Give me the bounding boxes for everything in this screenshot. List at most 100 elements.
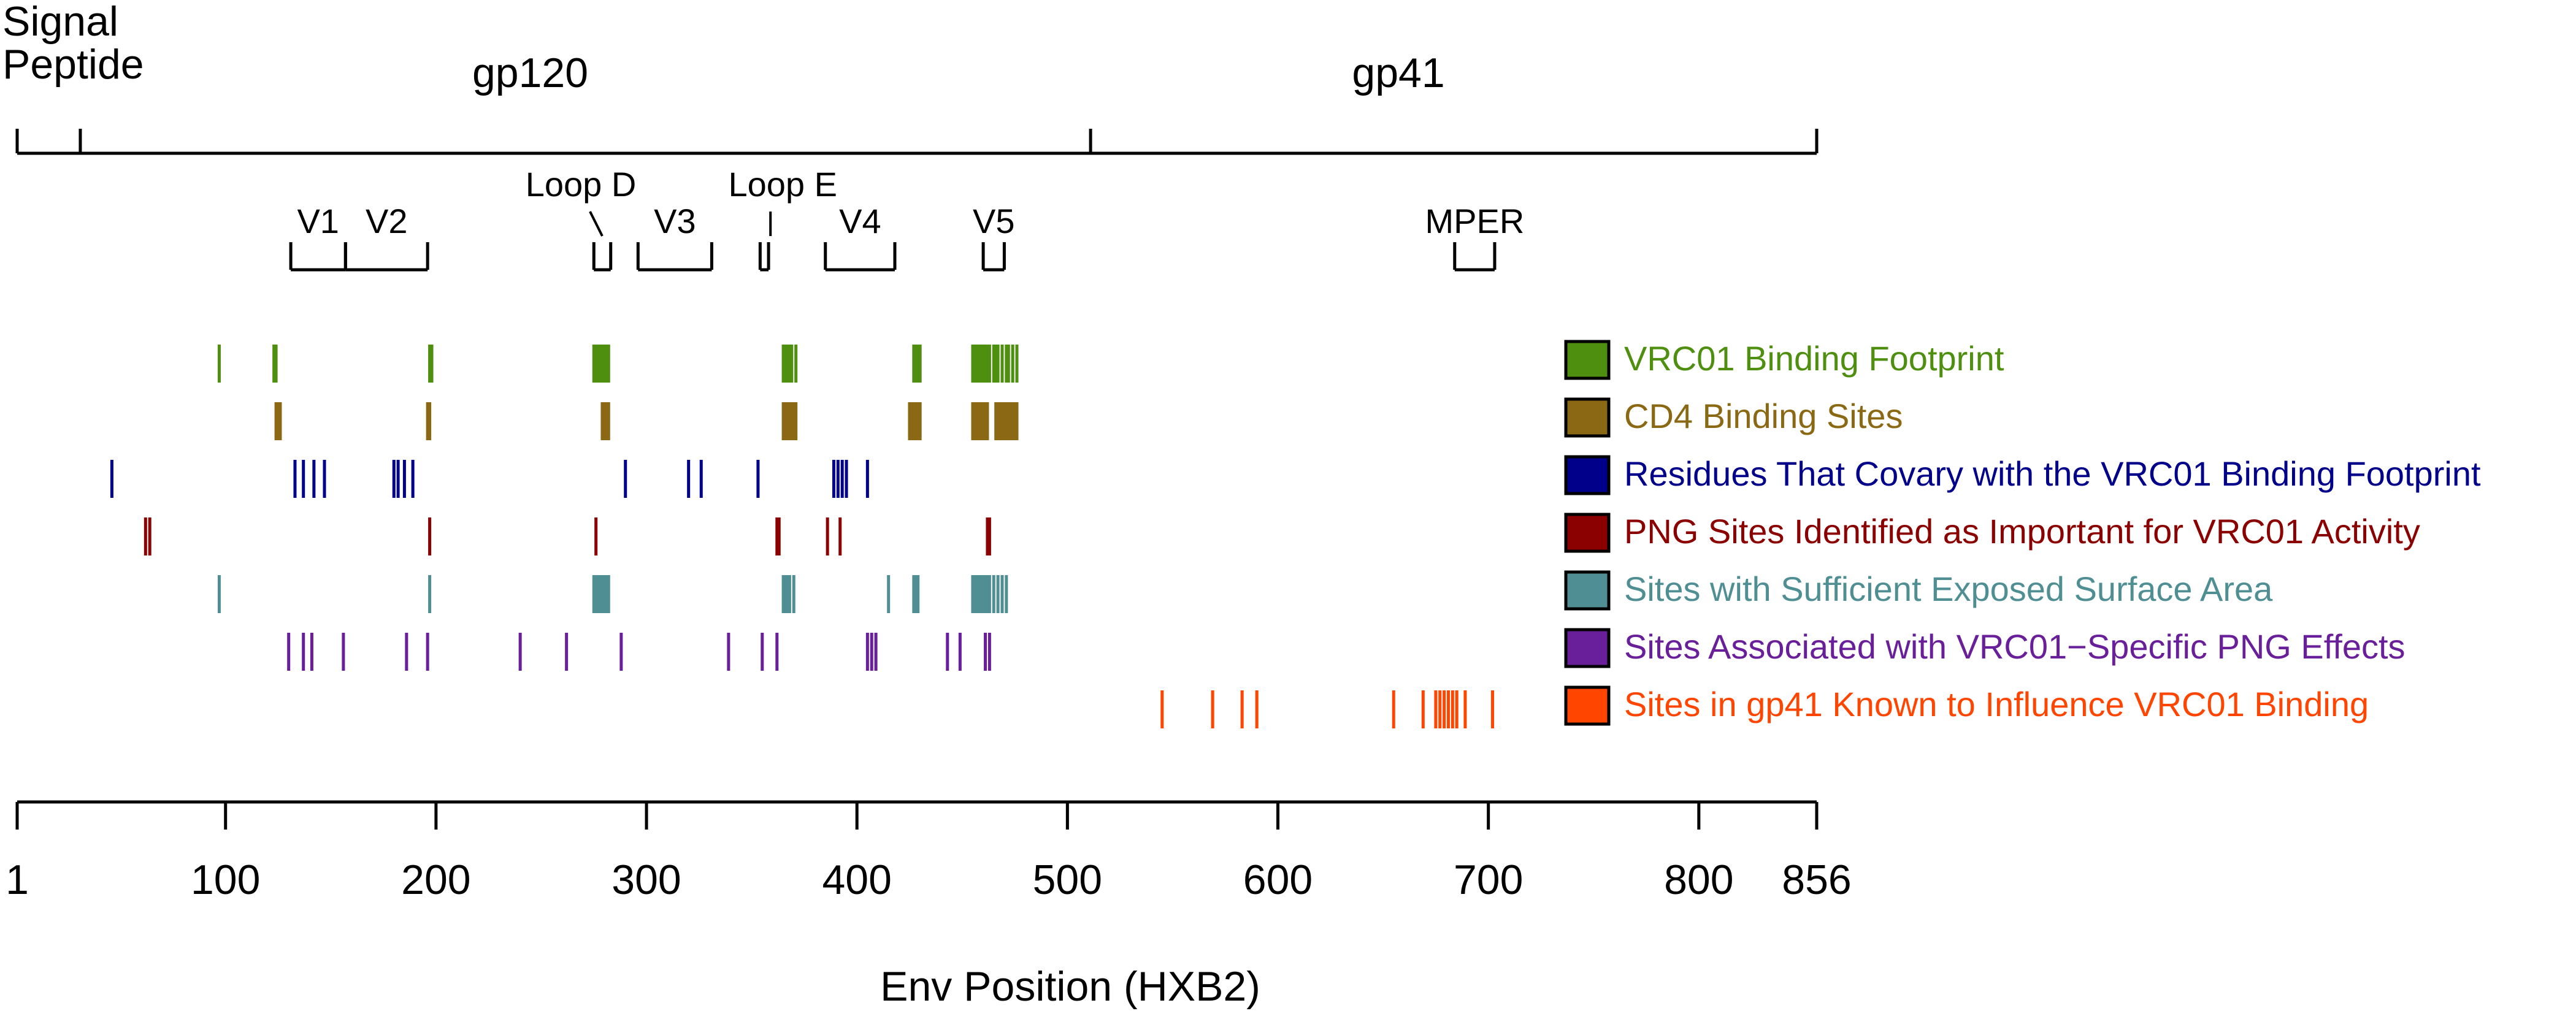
site-tick — [918, 402, 922, 440]
track-row — [144, 517, 991, 555]
track-row — [110, 460, 869, 498]
site-tick — [428, 402, 432, 440]
site-tick — [910, 402, 913, 440]
track-row — [287, 633, 991, 671]
site-tick — [1211, 690, 1214, 728]
site-tick — [293, 460, 297, 498]
site-tick — [788, 402, 791, 440]
site-tick — [607, 345, 610, 383]
site-tick — [1000, 402, 1004, 440]
site-tick — [981, 575, 985, 613]
subregion-label: MPER — [1425, 202, 1524, 240]
site-tick — [784, 575, 788, 613]
subregion-label: V2 — [366, 202, 408, 240]
site-tick — [987, 345, 991, 383]
x-tick-label: 800 — [1664, 857, 1733, 903]
site-tick — [916, 402, 920, 440]
site-tick — [870, 633, 873, 671]
region-label: gp41 — [1352, 50, 1444, 96]
site-tick — [777, 517, 781, 555]
site-tick — [996, 345, 1000, 383]
label-pointer — [589, 211, 604, 237]
site-tick — [973, 345, 976, 383]
site-tick — [1240, 690, 1244, 728]
site-tick — [790, 345, 794, 383]
site-tracks — [110, 345, 1495, 728]
site-tick — [1005, 402, 1008, 440]
site-tick — [775, 517, 779, 555]
legend-swatch — [1564, 397, 1611, 438]
site-tick — [996, 402, 1000, 440]
subregion-bracket: V3 — [636, 202, 713, 272]
site-tick — [402, 460, 406, 498]
x-tick-label: 500 — [1033, 857, 1102, 903]
site-tick — [310, 633, 313, 671]
site-tick — [110, 460, 113, 498]
site-tick — [619, 633, 623, 671]
site-tick — [971, 575, 975, 613]
site-tick — [1463, 690, 1467, 728]
subregion-bracket: V5 — [973, 202, 1015, 272]
site-tick — [845, 460, 848, 498]
track-row — [274, 402, 1019, 440]
site-tick — [148, 517, 151, 555]
site-tick — [786, 575, 789, 613]
site-tick — [1015, 345, 1019, 383]
site-tick — [914, 575, 918, 613]
site-tick — [775, 633, 779, 671]
site-tick — [565, 633, 569, 671]
subregion-label: Loop D — [526, 165, 637, 204]
site-tick — [594, 575, 598, 613]
site-tick — [887, 575, 891, 613]
site-tick — [1006, 345, 1010, 383]
x-axis-label: Env Position (HXB2) — [880, 963, 1260, 1010]
site-tick — [217, 345, 221, 383]
site-tick — [1015, 402, 1019, 440]
site-tick — [1011, 402, 1014, 440]
site-tick — [411, 460, 415, 498]
site-tick — [788, 575, 791, 613]
site-tick — [971, 345, 975, 383]
site-tick — [396, 460, 400, 498]
site-tick — [428, 517, 432, 555]
site-tick — [607, 575, 610, 613]
legend-label: VRC01 Binding Footprint — [1624, 339, 2004, 378]
site-tick — [274, 345, 278, 383]
site-tick — [144, 517, 147, 555]
site-tick — [987, 633, 991, 671]
site-tick — [1011, 345, 1014, 383]
site-tick — [1000, 575, 1004, 613]
site-tick — [342, 633, 345, 671]
site-tick — [602, 402, 606, 440]
legend-label: CD4 Binding Sites — [1624, 397, 1903, 435]
site-tick — [624, 460, 627, 498]
site-tick — [912, 402, 916, 440]
subregion-bracket: V4 — [824, 202, 897, 272]
legend-swatch — [1564, 628, 1611, 668]
site-tick — [794, 345, 798, 383]
site-tick — [912, 575, 916, 613]
site-tick — [602, 345, 606, 383]
site-tick — [790, 402, 794, 440]
site-tick — [986, 345, 989, 383]
site-tick — [981, 402, 985, 440]
site-tick — [1006, 402, 1010, 440]
site-tick — [430, 345, 434, 383]
site-tick — [594, 517, 598, 555]
site-tick — [792, 575, 795, 613]
site-tick — [1013, 402, 1017, 440]
site-tick — [599, 575, 602, 613]
x-tick-label: 600 — [1243, 857, 1313, 903]
legend-swatch — [1564, 340, 1611, 380]
x-tick-label: 700 — [1454, 857, 1523, 903]
site-tick — [975, 402, 979, 440]
x-tick-label: 1 — [6, 857, 29, 903]
site-tick — [1455, 690, 1459, 728]
site-tick — [975, 575, 979, 613]
subregion-bracket: V2 — [343, 202, 429, 272]
site-tick — [784, 402, 788, 440]
site-tick — [1255, 690, 1259, 728]
site-tick — [428, 345, 432, 383]
subregion-label: V3 — [654, 202, 696, 240]
site-tick — [865, 633, 869, 671]
